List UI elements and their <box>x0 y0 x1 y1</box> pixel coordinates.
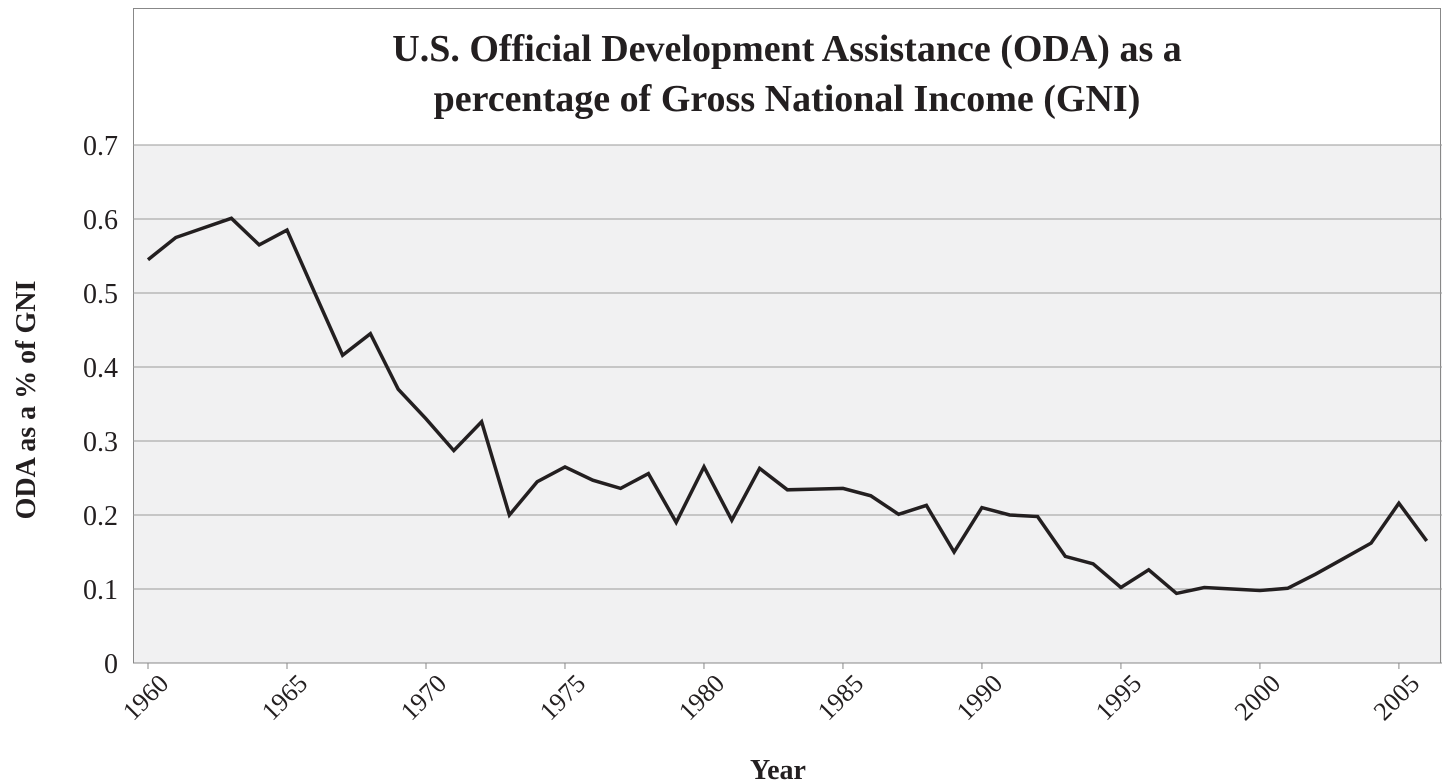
y-tick-label: 0 <box>104 649 118 680</box>
x-tick-label: 2005 <box>1368 669 1425 726</box>
x-tick-label: 1995 <box>1090 669 1147 726</box>
x-axis-label: Year <box>750 755 806 783</box>
y-tick-label: 0.1 <box>83 575 118 606</box>
x-tick-label: 2000 <box>1229 669 1286 726</box>
y-tick-label: 0.7 <box>83 131 118 162</box>
y-tick-label: 0.2 <box>83 501 118 532</box>
plot-background <box>133 145 1442 663</box>
y-axis-label: ODA as a % of GNI <box>11 281 42 520</box>
x-tick-label: 1965 <box>256 669 313 726</box>
y-tick-label: 0.5 <box>83 279 118 310</box>
x-tick-label: 1960 <box>117 669 174 726</box>
x-tick-label: 1975 <box>534 669 591 726</box>
x-tick-label: 1985 <box>812 669 869 726</box>
x-tick-label: 1990 <box>951 669 1008 726</box>
x-tick-label: 1970 <box>395 669 452 726</box>
y-tick-label: 0.4 <box>83 353 118 384</box>
x-tick-label: 1980 <box>673 669 730 726</box>
data-line <box>146 216 1429 596</box>
y-tick-label: 0.3 <box>83 427 118 458</box>
y-tick-label: 0.6 <box>83 205 118 236</box>
chart-title: U.S. Official Development Assistance (OD… <box>392 28 1182 120</box>
